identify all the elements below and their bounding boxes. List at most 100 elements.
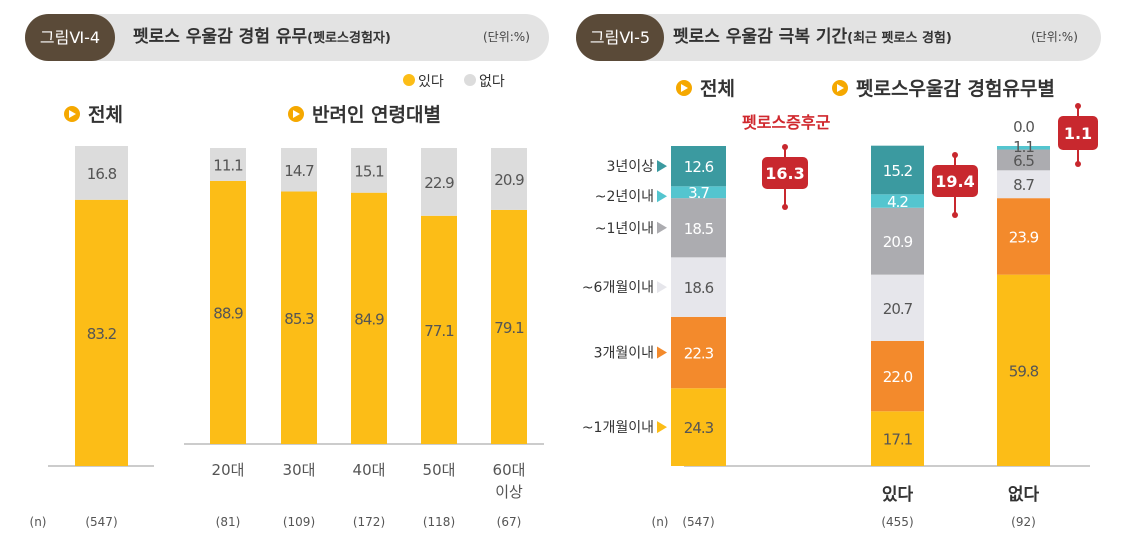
data-label: 59.8 — [1009, 362, 1039, 380]
bar-segment — [671, 388, 726, 466]
arrow-icon — [657, 281, 667, 294]
series-row-label: ~2년이내 — [595, 189, 654, 205]
bar-segment-yes — [351, 192, 387, 444]
figure-tag: 그림Ⅵ-5 — [576, 14, 664, 61]
unit-label: (단위:%) — [1031, 30, 1078, 44]
bar-segment-yes — [281, 191, 317, 444]
bar-segment-no — [75, 146, 128, 200]
play-arrow-icon — [681, 84, 688, 92]
series-row-label: 3개월이내 — [594, 346, 654, 362]
bar-segment — [671, 186, 726, 199]
section-total-left: 전체 — [64, 104, 123, 126]
category-label: 40대 — [353, 461, 386, 479]
category-label: 없다 — [1008, 485, 1040, 505]
section-label: 전체 — [88, 104, 123, 126]
data-label: 17.1 — [883, 431, 913, 449]
chart-title-sub: (펫로스경험자) — [307, 31, 391, 46]
category-label: 있다 — [882, 485, 914, 505]
bar-segment — [997, 146, 1050, 150]
section-total-right: 전체 — [676, 78, 735, 100]
bar-segment — [871, 207, 924, 275]
series-row-label: ~1년이내 — [595, 221, 654, 237]
syndrome-label: 펫로스증후군 — [742, 113, 831, 132]
bar-segment — [871, 340, 924, 412]
callout-dot — [1075, 161, 1081, 167]
category-label: 30대 — [283, 461, 316, 479]
section-age-left: 반려인 연령대별 — [288, 104, 441, 126]
category-label: 이상 — [495, 483, 523, 501]
category-label: 20대 — [212, 461, 245, 479]
syndrome-value: 1.1 — [1064, 124, 1092, 143]
arrow-icon — [657, 221, 667, 234]
bar-segment — [997, 274, 1050, 466]
bar-segment-yes — [491, 209, 527, 444]
n-value: (172) — [353, 515, 385, 529]
data-label: 12.6 — [684, 158, 714, 176]
data-label-no: 11.1 — [213, 156, 243, 174]
callout-dot — [782, 144, 788, 150]
data-label-no: 15.1 — [354, 162, 384, 180]
bar-segment-no — [281, 148, 317, 192]
n-label: (n) — [30, 515, 47, 529]
section-label: 전체 — [700, 78, 735, 100]
n-label: (n) — [652, 515, 669, 529]
callout-dot — [1075, 103, 1081, 109]
legend-label-no: 없다 — [479, 74, 505, 90]
data-label-yes: 77.1 — [424, 322, 454, 340]
unit-label: (단위:%) — [483, 30, 530, 44]
bar-segment — [671, 316, 726, 389]
bar-segment — [997, 170, 1050, 199]
n-value: (547) — [85, 515, 117, 529]
bar-segment — [871, 274, 924, 341]
arrow-icon — [657, 190, 667, 203]
data-label: 23.9 — [1009, 228, 1039, 246]
bar-segment — [671, 198, 726, 258]
syndrome-value: 19.4 — [935, 172, 974, 191]
series-row-label: 3년이상 — [606, 159, 654, 175]
chart-title-main: 펫로스 우울감 경험 유무 — [133, 27, 308, 47]
category-label: 50대 — [423, 461, 456, 479]
data-label: 24.3 — [684, 419, 714, 437]
syndrome-badge — [1058, 116, 1098, 150]
play-arrow-icon — [293, 110, 300, 118]
data-label-no: 22.9 — [424, 174, 454, 192]
section-label: 반려인 연령대별 — [312, 104, 441, 126]
data-label: 22.3 — [684, 345, 714, 363]
bar-segment-yes — [210, 180, 246, 444]
bar-segment-no — [210, 148, 246, 181]
data-label: 22.0 — [883, 368, 913, 386]
chart-title-sub: (최근 펫로스 경험) — [847, 31, 952, 46]
bar-segment — [997, 198, 1050, 275]
data-label: 6.5 — [1013, 152, 1034, 170]
data-label-no: 20.9 — [494, 171, 524, 189]
syndrome-badge — [762, 157, 808, 189]
bar-segment — [671, 146, 726, 187]
data-label: 1.1 — [1013, 138, 1034, 156]
data-label: 15.2 — [883, 162, 913, 180]
syndrome-value: 16.3 — [765, 164, 804, 183]
n-value: (547) — [682, 515, 714, 529]
chart-title-main: 펫로스 우울감 극복 기간 — [673, 27, 848, 47]
legend-swatch-yes — [403, 74, 415, 86]
series-row-label: ~1개월이내 — [582, 420, 654, 436]
arrow-icon — [657, 160, 667, 173]
data-label-yes: 88.9 — [213, 304, 243, 322]
legend-swatch-no — [464, 74, 476, 86]
callout-dot — [952, 152, 958, 158]
data-label-yes: 85.3 — [284, 310, 314, 328]
figure-tag: 그림Ⅵ-4 — [25, 14, 115, 61]
chart-title: 펫로스 우울감 경험 유무(펫로스경험자) — [133, 14, 391, 62]
bar-segment — [871, 145, 924, 195]
data-label-no: 14.7 — [284, 162, 314, 180]
series-row-label: ~6개월이내 — [582, 280, 654, 296]
arrow-icon — [657, 346, 667, 359]
data-label-yes: 79.1 — [494, 319, 524, 337]
bar-segment-yes — [421, 215, 457, 444]
play-arrow-icon — [69, 110, 76, 118]
category-label: 60대 — [493, 461, 526, 479]
data-label: 18.5 — [684, 220, 714, 238]
data-label: 18.6 — [684, 279, 714, 297]
play-arrow-icon — [837, 84, 844, 92]
section-group-right: 펫로스우울감 경험유무별 — [832, 78, 1055, 100]
